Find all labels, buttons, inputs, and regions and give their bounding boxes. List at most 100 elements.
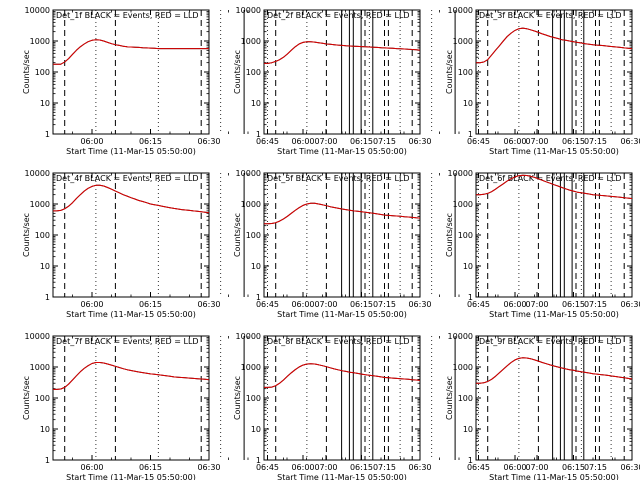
x-tick-label: 06:00 xyxy=(80,137,103,146)
y-tick-label: 100 xyxy=(35,394,50,403)
x-tick-label: 06:30 xyxy=(408,463,431,472)
x-tick-label: 06:45 xyxy=(467,300,490,309)
y-tick-label: 100 xyxy=(458,394,473,403)
y-axis-label: Counts/sec xyxy=(445,50,454,94)
y-tick-label: 1 xyxy=(45,130,50,139)
lld-series-line xyxy=(476,357,633,384)
x-tick-label: 06:00 xyxy=(291,137,314,146)
x-tick-label: 06:00 xyxy=(503,300,526,309)
x-tick-label: 06:30 xyxy=(620,137,640,146)
panel-det-8: Det_8f BLACK = Events, RED = LLD11010010… xyxy=(233,332,616,480)
x-tick-label: 06:30 xyxy=(408,137,431,146)
x-tick-label: 06:00 xyxy=(291,463,314,472)
x-tick-label: 07:15 xyxy=(373,463,396,472)
y-tick-label: 10000 xyxy=(25,169,50,178)
x-tick-label: 06:00 xyxy=(80,463,103,472)
x-tick-label: 06:45 xyxy=(256,137,279,146)
panel-title: Det_2f BLACK = Events, RED = LLD xyxy=(267,11,410,20)
panel-det-2: Det_2f BLACK = Events, RED = LLD11010010… xyxy=(233,6,616,156)
lld-series-line xyxy=(53,362,210,390)
x-tick-label: 06:45 xyxy=(467,463,490,472)
panel-title: Det_4f BLACK = Events, RED = LLD xyxy=(56,174,199,183)
y-tick-label: 10 xyxy=(251,425,261,434)
y-axis-label: Counts/sec xyxy=(233,376,242,420)
y-tick-label: 10 xyxy=(463,425,473,434)
x-tick-label: 07:15 xyxy=(584,463,607,472)
x-tick-label: 06:15 xyxy=(139,463,162,472)
y-tick-label: 10000 xyxy=(236,169,261,178)
x-tick-label: 07:15 xyxy=(373,137,396,146)
x-tick-label: 06:15 xyxy=(139,137,162,146)
x-tick-label: 07:00 xyxy=(314,463,337,472)
panel-det-7: Det_7f BLACK = Events, RED = LLD 1 10 100 10… xyxy=(22,332,405,480)
panel-title: Det_8f BLACK = Events, RED = LLD xyxy=(267,337,410,346)
y-tick-label: 10000 xyxy=(448,169,473,178)
y-tick-label: 1000 xyxy=(453,200,473,209)
y-tick-label: 1000 xyxy=(241,363,261,372)
plot-frame xyxy=(475,9,633,135)
y-tick-label: 1 xyxy=(256,456,261,465)
y-tick-label: 1000 xyxy=(453,37,473,46)
x-tick-label: 07:00 xyxy=(314,137,337,146)
x-tick-label: 06:15 xyxy=(139,300,162,309)
x-tick-label: 06:15 xyxy=(562,463,585,472)
x-tick-label: 06:15 xyxy=(562,300,585,309)
x-tick-label: 07:00 xyxy=(525,300,548,309)
x-tick-label: 06:30 xyxy=(620,300,640,309)
x-tick-label: 07:15 xyxy=(373,300,396,309)
y-tick-label: 100 xyxy=(246,394,261,403)
y-axis-label: Counts/sec xyxy=(22,213,31,257)
y-tick-label: 100 xyxy=(246,231,261,240)
y-tick-label: 10 xyxy=(251,99,261,108)
y-tick-label: 1000 xyxy=(30,200,50,209)
y-tick-label: 10 xyxy=(40,425,50,434)
panel-title: Det_5f BLACK = Events, RED = LLD xyxy=(267,174,410,183)
y-axis-label: Counts/sec xyxy=(445,213,454,257)
panel-det-3: Det_3f BLACK = Events, RED = LLD 1 10 100 10… xyxy=(445,6,640,156)
panel-title: Det_3f BLACK = Events, RED = LLD xyxy=(479,11,622,20)
events-series-line xyxy=(476,357,633,384)
x-axis-label: Start Time (11-Mar-15 05:50:00) xyxy=(66,310,196,319)
x-axis-label: Start Time (11-Mar-15 05:50:00) xyxy=(489,473,619,480)
y-tick-label: 100 xyxy=(246,68,261,77)
panel-title: Det_1f BLACK = Events, RED = LLD xyxy=(56,11,199,20)
panel-det-6: Det_6f BLACK = Events, RED = LLD 1 10 100 10… xyxy=(445,169,640,319)
x-axis-label: Start Time (11-Mar-15 05:50:00) xyxy=(66,147,196,156)
panel-title: Det_6f BLACK = Events, RED = LLD xyxy=(479,174,622,183)
panel-title: Det_7f BLACK = Events, RED = LLD xyxy=(56,337,199,346)
lld-series-line xyxy=(476,27,633,64)
x-tick-label: 06:30 xyxy=(620,463,640,472)
y-tick-label: 10000 xyxy=(25,332,50,341)
x-axis-label: Start Time (11-Mar-15 05:50:00) xyxy=(277,473,407,480)
x-axis-label: Start Time (11-Mar-15 05:50:00) xyxy=(66,473,196,480)
y-tick-label: 10000 xyxy=(25,6,50,15)
x-tick-label: 06:00 xyxy=(80,300,103,309)
lld-series-line xyxy=(476,174,633,199)
lld-series-line xyxy=(264,41,421,64)
y-tick-label: 1000 xyxy=(241,37,261,46)
y-tick-label: 10 xyxy=(40,262,50,271)
plot-frame xyxy=(52,9,210,135)
x-tick-label: 06:45 xyxy=(467,137,490,146)
y-tick-label: 1000 xyxy=(30,363,50,372)
y-axis-label: Counts/sec xyxy=(22,376,31,420)
panel-det-5: Det_5f BLACK = Events, RED = LLD11010010… xyxy=(233,169,616,319)
y-tick-label: 1 xyxy=(256,293,261,302)
lld-series-line xyxy=(53,184,210,214)
y-tick-label: 10000 xyxy=(236,332,261,341)
panel-det-1: Det_1f BLACK = Events, RED = LLD 1 10 100 10… xyxy=(22,6,405,156)
plot-frame xyxy=(52,172,210,298)
y-tick-label: 1 xyxy=(468,293,473,302)
x-tick-label: 06:15 xyxy=(350,300,373,309)
x-tick-label: 06:00 xyxy=(503,463,526,472)
y-tick-label: 10 xyxy=(251,262,261,271)
plot-frame xyxy=(52,335,210,461)
x-tick-label: 06:00 xyxy=(291,300,314,309)
panel-det-9: Det_9f BLACK = Events, RED = LLD 1 10 100 10… xyxy=(445,332,640,480)
lld-series-line xyxy=(53,39,209,65)
x-tick-label: 06:30 xyxy=(197,137,220,146)
y-tick-label: 1 xyxy=(468,456,473,465)
x-axis-label: Start Time (11-Mar-15 05:50:00) xyxy=(277,147,407,156)
x-tick-label: 06:45 xyxy=(256,300,279,309)
